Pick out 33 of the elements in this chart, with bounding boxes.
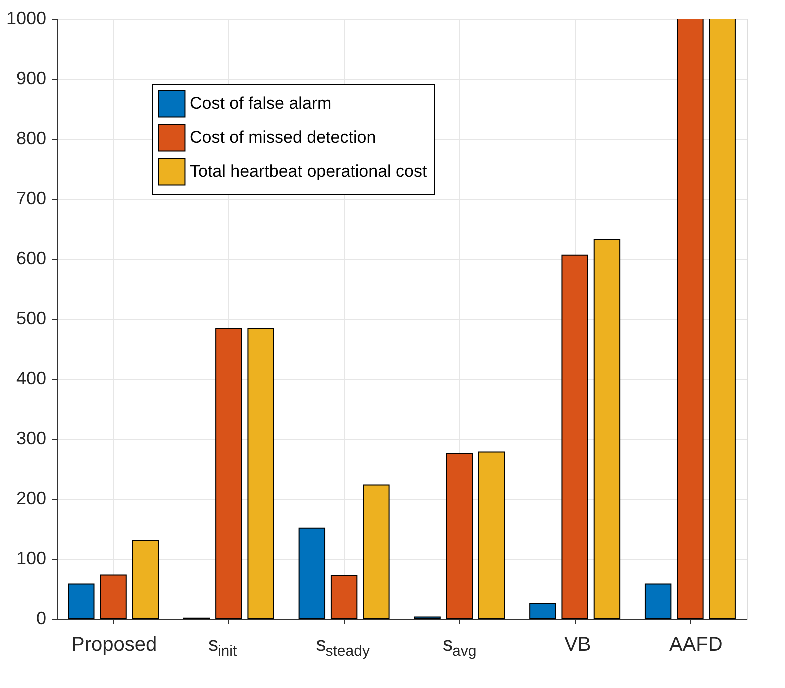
bar xyxy=(530,604,556,619)
x-tick-label: Proposed xyxy=(72,634,158,656)
bar xyxy=(709,19,736,619)
y-tick-label: 900 xyxy=(16,68,46,88)
legend-label: Total heartbeat operational cost xyxy=(190,162,428,181)
y-tick-label: 1000 xyxy=(6,8,46,28)
legend-label: Cost of false alarm xyxy=(190,94,332,113)
y-tick-label: 500 xyxy=(16,308,46,328)
bar xyxy=(594,239,621,619)
bar xyxy=(363,484,390,619)
bar xyxy=(330,575,358,619)
y-tick-label: 0 xyxy=(36,608,46,628)
bar xyxy=(100,574,127,619)
bar xyxy=(298,528,326,619)
y-tick-label: 600 xyxy=(16,248,46,268)
y-tick-label: 400 xyxy=(16,368,46,388)
y-tick-label: 100 xyxy=(16,548,46,568)
y-tick-label: 700 xyxy=(16,188,46,208)
bar xyxy=(478,452,506,619)
y-tick-label: 800 xyxy=(16,128,46,148)
y-tick-label: 300 xyxy=(16,428,46,448)
bar xyxy=(216,328,242,619)
bar xyxy=(677,19,704,619)
x-tick-label: AAFD xyxy=(669,634,723,656)
legend-label: Cost of missed detection xyxy=(190,128,376,147)
bar xyxy=(68,584,95,619)
x-tick-label: VB xyxy=(564,634,592,656)
y-tick-label: 200 xyxy=(16,488,46,508)
bar xyxy=(446,454,474,619)
bar xyxy=(132,540,160,619)
bar xyxy=(248,328,274,619)
bar xyxy=(644,584,672,619)
bar xyxy=(562,254,588,619)
